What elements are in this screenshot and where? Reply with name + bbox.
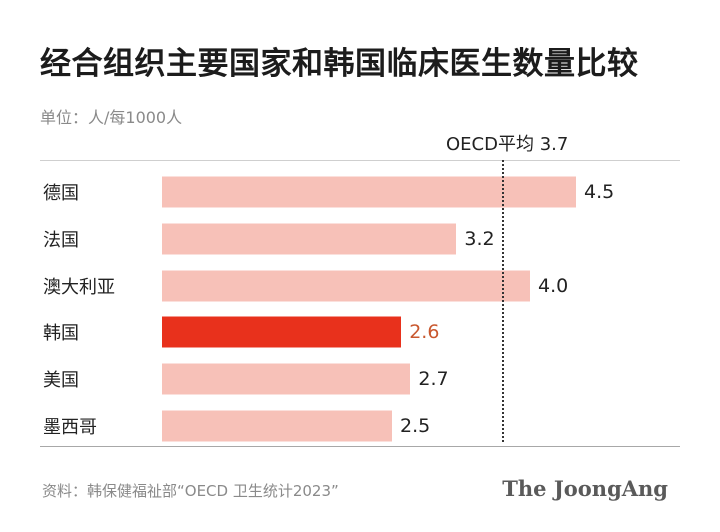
reference-line-label: OECD平均 3.7 xyxy=(446,134,569,155)
oecd-average-line xyxy=(502,160,505,442)
bar xyxy=(162,176,576,208)
category-label: 澳大利亚 xyxy=(43,276,115,298)
bar xyxy=(162,316,402,348)
value-label: 2.7 xyxy=(418,368,449,391)
source-note: 资料：韩保健福祉部“OECD 卫生统计2023” xyxy=(42,482,339,500)
top-rule xyxy=(40,160,680,161)
bar xyxy=(162,223,457,255)
value-label: 4.0 xyxy=(538,274,569,297)
value-label: 2.6 xyxy=(409,321,440,344)
category-label: 美国 xyxy=(43,370,79,392)
chart-title: 经合组织主要国家和韩国临床医生数量比较 xyxy=(40,46,639,82)
bottom-rule xyxy=(40,446,680,447)
value-label: 3.2 xyxy=(464,227,495,250)
bar xyxy=(162,270,530,302)
category-label: 法国 xyxy=(43,229,79,251)
value-label: 4.5 xyxy=(584,181,615,203)
category-label: 墨西哥 xyxy=(43,417,97,438)
category-label: 韩国 xyxy=(43,323,79,345)
category-label: 德国 xyxy=(43,183,79,204)
joongang-logo: The JoongAng xyxy=(502,476,668,501)
bar xyxy=(162,410,392,442)
value-label: 2.5 xyxy=(400,415,431,437)
unit-label: 单位：人/每1000人 xyxy=(40,108,183,127)
bar xyxy=(162,363,411,395)
